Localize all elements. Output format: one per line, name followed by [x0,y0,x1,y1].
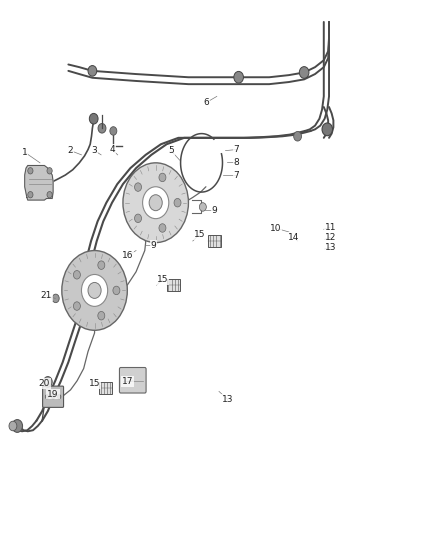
Circle shape [28,191,33,198]
Circle shape [62,251,127,330]
Circle shape [74,302,81,310]
Circle shape [322,123,332,136]
Text: 21: 21 [41,291,52,300]
Text: 11: 11 [325,223,336,232]
Text: 15: 15 [194,230,205,239]
Text: 3: 3 [92,146,97,155]
Circle shape [52,294,59,303]
Bar [208,235,221,247]
Text: 4: 4 [109,145,115,154]
Circle shape [123,163,188,243]
Text: 20: 20 [39,379,50,388]
Text: 9: 9 [151,241,156,250]
Text: 14: 14 [288,233,300,243]
Circle shape [12,419,22,432]
Circle shape [143,187,169,219]
Bar [166,279,180,291]
Text: 15: 15 [156,275,168,284]
Circle shape [89,114,98,124]
Circle shape [98,261,105,269]
Text: 15: 15 [89,379,100,388]
Circle shape [174,198,181,207]
Text: 19: 19 [47,390,59,399]
Bar [99,382,112,393]
Text: 13: 13 [325,243,336,252]
Text: 12: 12 [325,233,336,242]
Circle shape [43,376,52,387]
Circle shape [51,394,55,399]
Text: 2: 2 [68,146,73,155]
Text: 16: 16 [122,252,133,260]
Circle shape [149,195,162,211]
Circle shape [88,66,97,76]
Circle shape [199,203,206,211]
Text: 10: 10 [270,224,282,233]
Text: 7: 7 [233,145,239,154]
Text: 7: 7 [233,171,239,180]
Circle shape [47,191,52,198]
Text: 8: 8 [233,158,239,167]
Circle shape [46,379,50,384]
Circle shape [88,282,101,298]
Circle shape [57,394,61,399]
Circle shape [9,421,17,431]
Circle shape [234,71,244,83]
Circle shape [74,271,81,279]
Circle shape [98,311,105,320]
Text: 17: 17 [122,377,133,386]
Circle shape [159,173,166,182]
FancyBboxPatch shape [42,386,64,407]
Circle shape [81,274,108,306]
Text: 5: 5 [168,146,174,155]
Text: 1: 1 [22,148,28,157]
Text: 6: 6 [203,98,209,107]
Circle shape [98,124,106,133]
Circle shape [134,183,141,191]
Polygon shape [25,165,53,200]
Circle shape [47,167,52,174]
Text: 9: 9 [212,206,218,215]
Circle shape [110,127,117,135]
FancyBboxPatch shape [120,368,146,393]
Circle shape [113,286,120,295]
Circle shape [293,132,301,141]
Circle shape [159,224,166,232]
Circle shape [28,167,33,174]
Circle shape [134,214,141,223]
Circle shape [45,394,49,399]
Text: 13: 13 [222,395,233,404]
Circle shape [299,67,309,78]
